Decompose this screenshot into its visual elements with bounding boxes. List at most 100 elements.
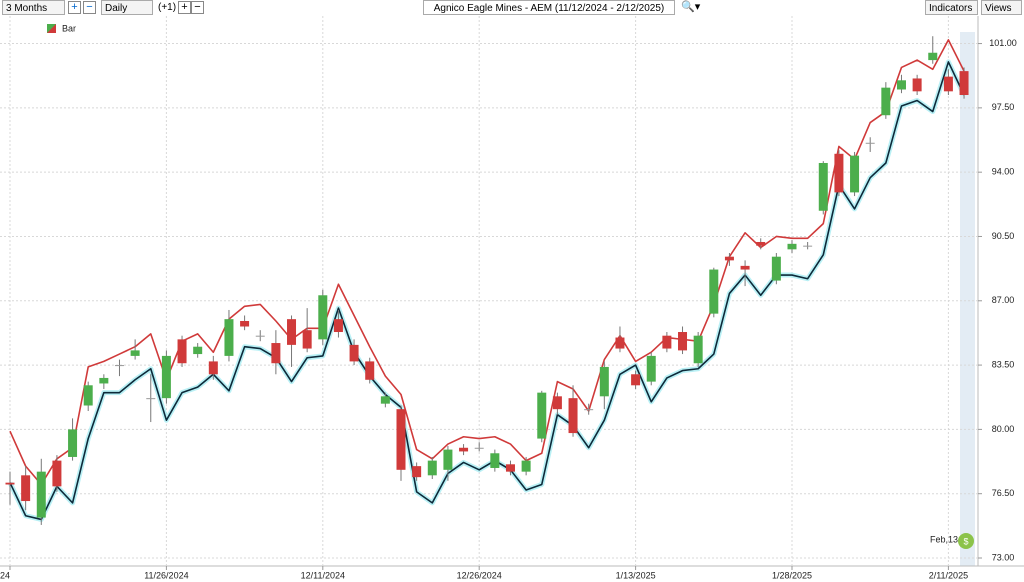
period-select[interactable]: 3 Months bbox=[2, 0, 65, 15]
dividend-icon[interactable] bbox=[958, 533, 974, 549]
candle-body bbox=[161, 355, 171, 399]
search-icon[interactable]: 🔍▾ bbox=[681, 1, 701, 13]
offset-plus[interactable]: + bbox=[178, 1, 191, 14]
candle-body bbox=[177, 339, 187, 364]
line-glow bbox=[7, 59, 967, 522]
x-tick-label: 11/26/2024 bbox=[144, 570, 188, 580]
candle-body bbox=[552, 396, 562, 410]
candle-body bbox=[271, 343, 281, 364]
y-tick-label: 83.50 bbox=[992, 359, 1015, 369]
candle-body bbox=[568, 398, 578, 434]
candle-body bbox=[146, 398, 156, 400]
candle-body bbox=[771, 256, 781, 281]
candle-body bbox=[380, 396, 390, 404]
chart: 2/11/2025 1/28/2025 1/13/2025 12/26/2024 12/… bbox=[0, 16, 1024, 580]
x-tick-label: 12/26/2024 bbox=[457, 570, 502, 580]
candle-body bbox=[803, 245, 813, 247]
candle-body bbox=[834, 153, 844, 193]
x-tick-label: 1/13/2025 bbox=[616, 570, 656, 580]
envelope-line bbox=[9, 61, 965, 521]
candle-body bbox=[193, 346, 203, 355]
candle-body bbox=[21, 475, 31, 502]
candle-body bbox=[255, 335, 265, 337]
indicators-button[interactable]: Indicators bbox=[925, 0, 978, 15]
y-tick-label: 73.00 bbox=[992, 552, 1015, 562]
candle-body bbox=[787, 243, 797, 250]
legend-label: Bar bbox=[62, 23, 76, 33]
candle-body bbox=[928, 52, 938, 61]
candle-body bbox=[114, 365, 124, 367]
candle-body bbox=[678, 332, 688, 351]
candle-body bbox=[709, 269, 719, 314]
candle-body bbox=[818, 162, 828, 211]
candle-body bbox=[756, 241, 766, 246]
candle-body bbox=[427, 460, 437, 476]
candle-body bbox=[631, 374, 641, 386]
candle-body bbox=[896, 80, 906, 90]
candle-body bbox=[850, 155, 860, 193]
candle-body bbox=[912, 78, 922, 92]
current-bar-highlight bbox=[960, 32, 975, 566]
candle-body bbox=[412, 466, 422, 478]
zoom-in[interactable]: + bbox=[68, 1, 81, 14]
candle-body bbox=[881, 87, 891, 116]
date-badge: Feb,13 bbox=[930, 534, 958, 544]
candle-body bbox=[474, 447, 484, 449]
candle-body bbox=[662, 335, 672, 349]
y-tick-label: 90.50 bbox=[992, 231, 1015, 241]
plot-layer bbox=[5, 36, 969, 525]
chart-title: Agnico Eagle Mines - AEM (11/12/2024 - 2… bbox=[423, 0, 675, 15]
candle-body bbox=[318, 295, 328, 340]
views-button[interactable]: Views bbox=[981, 0, 1022, 15]
interval-select[interactable]: Daily bbox=[101, 0, 153, 15]
candle-body bbox=[599, 366, 609, 397]
zoom-out[interactable]: − bbox=[83, 1, 96, 14]
candle-body bbox=[333, 319, 343, 333]
candle-body bbox=[99, 377, 109, 384]
candle-body bbox=[5, 482, 15, 485]
x-tick-label: 12/11/2024 bbox=[301, 570, 345, 580]
y-tick-label: 87.00 bbox=[992, 295, 1015, 305]
candle-body bbox=[287, 319, 297, 345]
candle-body bbox=[646, 355, 656, 382]
candle-body bbox=[365, 361, 375, 380]
x-tick-label: 1/28/2025 bbox=[772, 570, 812, 580]
candle-body bbox=[224, 319, 234, 356]
candle-body bbox=[36, 471, 46, 518]
candle-body bbox=[615, 337, 625, 349]
candle-body bbox=[443, 449, 453, 470]
candle-body bbox=[740, 265, 750, 270]
y-tick-label: 97.50 bbox=[992, 102, 1015, 112]
candle-body bbox=[693, 335, 703, 364]
candle-body bbox=[349, 344, 359, 362]
x-tick-label: 12/2024 bbox=[0, 570, 10, 580]
candle-body bbox=[943, 76, 953, 92]
legend-swatch-half bbox=[47, 24, 56, 33]
y-tick-label: 76.50 bbox=[992, 488, 1015, 498]
candle-body bbox=[724, 256, 734, 261]
candle-body bbox=[396, 409, 406, 470]
candle-body bbox=[865, 142, 875, 144]
candle-body bbox=[68, 429, 78, 457]
candle-body bbox=[537, 392, 547, 439]
candle-body bbox=[521, 460, 531, 472]
x-tick-label: 2/11/2025 bbox=[929, 570, 968, 580]
candle-body bbox=[959, 71, 969, 96]
candle-body bbox=[302, 330, 312, 349]
candle-body bbox=[459, 447, 469, 452]
y-tick-label: 101.00 bbox=[989, 38, 1017, 48]
candle-body bbox=[240, 320, 250, 327]
offset-label: (+1) bbox=[158, 2, 177, 13]
candle-body bbox=[490, 453, 500, 468]
dividend-icon-symbol: $ bbox=[963, 536, 968, 546]
candle-body bbox=[584, 409, 594, 411]
candle-body bbox=[505, 464, 515, 472]
y-tick-label: 94.00 bbox=[992, 167, 1015, 177]
candle-body bbox=[130, 350, 140, 356]
candle-body bbox=[208, 361, 218, 375]
y-tick-label: 80.00 bbox=[992, 424, 1015, 434]
candle-body bbox=[83, 385, 93, 406]
candle-body bbox=[52, 460, 62, 487]
offset-minus[interactable]: − bbox=[191, 1, 204, 14]
